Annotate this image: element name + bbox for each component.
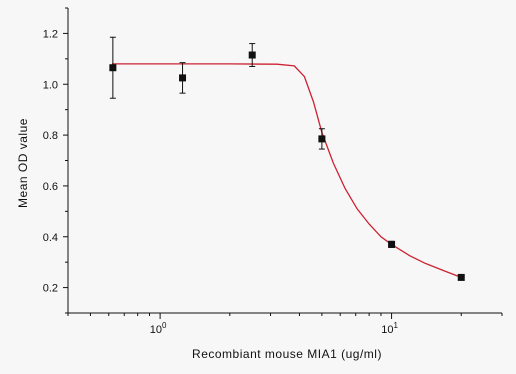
y-tick-label-2: 0.6: [43, 181, 58, 193]
x-tick-exponent-1: 1: [393, 321, 398, 330]
y-tick-label-4: 1.0: [43, 79, 58, 91]
x-axis-label: Recombiant mouse MIA1 (ug/ml): [192, 347, 382, 361]
data-point-4: [388, 240, 396, 248]
data-point-1: [179, 74, 187, 82]
data-point-3: [318, 135, 326, 143]
y-tick-label-0: 0.2: [43, 283, 58, 295]
y-tick-label-3: 0.8: [43, 130, 58, 142]
x-tick-exponent-0: 0: [162, 321, 167, 330]
y-axis-label: Mean OD value: [16, 118, 30, 208]
y-tick-label-1: 0.4: [43, 232, 58, 244]
y-tick-label-5: 1.2: [43, 28, 58, 40]
fit-curve: [112, 63, 462, 279]
data-points-group: [109, 36, 465, 281]
data-point-0: [109, 64, 117, 72]
data-point-5: [457, 273, 465, 281]
data-point-2: [248, 51, 256, 59]
fit-curve-group: [112, 63, 462, 279]
